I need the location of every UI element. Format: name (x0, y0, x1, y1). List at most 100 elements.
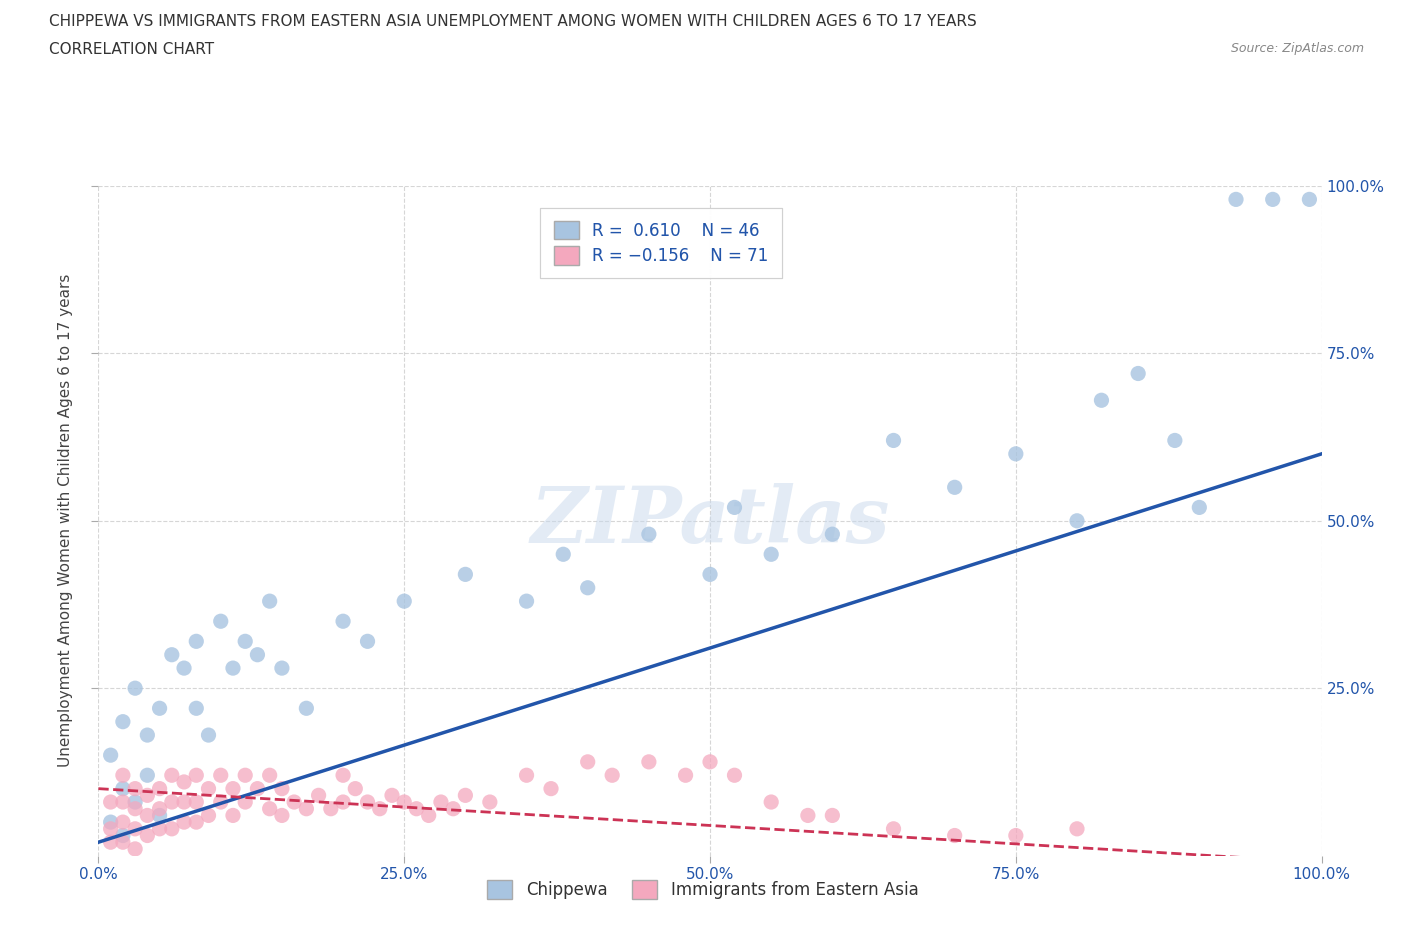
Point (332, 794, 354, 809)
Point (124, 781, 146, 796)
Point (441, 802, 464, 817)
Point (638, 526, 661, 541)
Point (699, 754, 721, 769)
Point (540, 781, 562, 796)
Point (1128, 366, 1150, 381)
Point (392, 593, 416, 608)
Point (222, 808, 245, 823)
Point (136, 727, 159, 742)
Point (209, 768, 232, 783)
Point (111, 815, 134, 830)
Point (1188, 500, 1211, 515)
Legend: R =  0.610    N = 46, R = −0.156    N = 71: R = 0.610 N = 46, R = −0.156 N = 71 (540, 207, 782, 278)
Point (883, 821, 905, 836)
Point (392, 794, 416, 809)
Point (149, 781, 172, 796)
Point (186, 794, 208, 809)
Point (332, 768, 354, 783)
Point (149, 808, 172, 823)
Text: CHIPPEWA VS IMMIGRANTS FROM EASTERN ASIA UNEMPLOYMENT AMONG WOMEN WITH CHILDREN : CHIPPEWA VS IMMIGRANTS FROM EASTERN ASIA… (49, 14, 977, 29)
Point (295, 701, 318, 716)
Point (761, 547, 783, 562)
Point (124, 821, 146, 836)
Point (381, 788, 404, 803)
Point (111, 781, 134, 796)
Point (515, 768, 537, 783)
Point (100, 794, 122, 809)
Point (111, 828, 134, 843)
Point (723, 500, 745, 515)
Point (576, 580, 599, 595)
Point (173, 775, 195, 790)
Point (100, 815, 122, 830)
Point (173, 794, 195, 809)
Point (124, 842, 146, 857)
Point (233, 634, 256, 649)
Point (1164, 433, 1187, 448)
Point (209, 614, 232, 629)
Point (149, 802, 172, 817)
Point (209, 794, 232, 809)
Point (149, 821, 172, 836)
Point (283, 794, 305, 809)
Point (1004, 828, 1026, 843)
Y-axis label: Unemployment Among Women with Children Ages 6 to 17 years: Unemployment Among Women with Children A… (58, 274, 73, 767)
Point (943, 828, 966, 843)
Point (173, 660, 195, 675)
Point (246, 781, 269, 796)
Point (259, 768, 281, 783)
Point (308, 788, 330, 803)
Point (160, 794, 183, 809)
Point (100, 821, 122, 836)
Point (344, 781, 367, 796)
Point (356, 634, 378, 649)
Point (797, 808, 820, 823)
Point (160, 768, 183, 783)
Point (160, 821, 183, 836)
Point (576, 754, 599, 769)
Point (270, 660, 294, 675)
Point (186, 815, 208, 830)
Point (197, 808, 219, 823)
Point (1225, 192, 1247, 206)
Point (761, 794, 783, 809)
Point (405, 802, 427, 817)
Point (454, 788, 477, 803)
Point (136, 768, 159, 783)
Point (136, 828, 159, 843)
Point (259, 802, 281, 817)
Point (160, 647, 183, 662)
Point (222, 781, 245, 796)
Point (222, 660, 245, 675)
Point (1298, 192, 1320, 206)
Point (246, 647, 269, 662)
Point (675, 768, 697, 783)
Point (600, 768, 623, 783)
Point (1066, 821, 1088, 836)
Point (943, 480, 966, 495)
Point (136, 808, 159, 823)
Point (270, 781, 294, 796)
Point (478, 794, 501, 809)
Point (173, 815, 195, 830)
Point (100, 835, 122, 850)
Text: ZIPatlas: ZIPatlas (530, 483, 890, 559)
Point (197, 727, 219, 742)
Point (1090, 392, 1112, 407)
Text: Source: ZipAtlas.com: Source: ZipAtlas.com (1230, 42, 1364, 55)
Point (699, 567, 721, 582)
Point (124, 681, 146, 696)
Point (124, 802, 146, 817)
Point (356, 794, 378, 809)
Point (418, 808, 440, 823)
Point (638, 754, 661, 769)
Point (233, 768, 256, 783)
Legend: Chippewa, Immigrants from Eastern Asia: Chippewa, Immigrants from Eastern Asia (474, 867, 932, 912)
Point (332, 614, 354, 629)
Point (368, 802, 391, 817)
Point (723, 768, 745, 783)
Point (259, 593, 281, 608)
Point (1066, 513, 1088, 528)
Point (1004, 446, 1026, 461)
Point (111, 835, 134, 850)
